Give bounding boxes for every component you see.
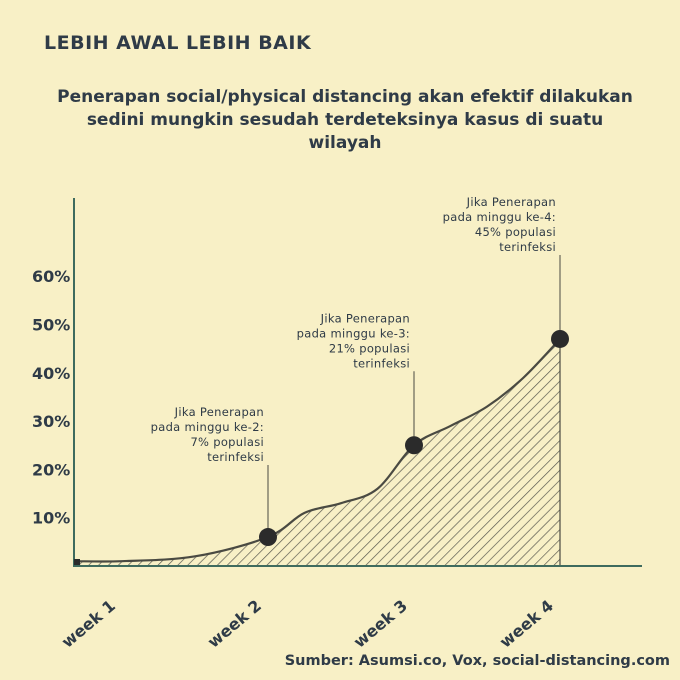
source-credit: Sumber: Asumsi.co, Vox, social-distancin… (284, 653, 670, 669)
data-point-marker (405, 436, 423, 455)
y-tick-label: 30% (32, 412, 70, 431)
annotation-text-line: pada minggu ke-3: (297, 326, 410, 340)
annotation-text-line: terinfeksi (207, 450, 264, 464)
annotation-text-line: terinfeksi (353, 356, 410, 370)
data-point-marker (551, 329, 569, 348)
y-tick-label: 60% (32, 267, 70, 286)
y-tick-label: 10% (32, 509, 70, 528)
infection-area-fill (76, 338, 560, 566)
x-tick-label: week 3 (350, 596, 411, 652)
x-tick-label: week 4 (496, 596, 557, 652)
y-tick-label: 50% (32, 316, 70, 335)
x-tick-label: week 1 (58, 596, 119, 652)
annotation-text-line: Jika Penerapan (466, 195, 556, 209)
annotation-text-line: 45% populasi (475, 225, 556, 239)
annotation-text-line: terinfeksi (499, 240, 556, 254)
subtitle: Penerapan social/physical distancing aka… (40, 86, 650, 155)
annotation-text-line: Jika Penerapan (320, 311, 410, 325)
annotation-text-line: 21% populasi (329, 341, 410, 355)
page-title: LEBIH AWAL LEBIH BAIK (44, 32, 312, 54)
annotation-text-line: 7% populasi (190, 435, 264, 449)
data-point-marker (259, 528, 277, 547)
y-tick-label: 20% (32, 460, 70, 479)
annotation-text-line: pada minggu ke-2: (151, 420, 264, 434)
x-tick-label: week 2 (204, 596, 265, 652)
subtitle-line-1: Penerapan social/physical distancing aka… (57, 87, 633, 107)
subtitle-line-2: sedini mungkin sesudah terdeteksinya kas… (86, 110, 604, 130)
y-tick-label: 40% (32, 364, 70, 383)
origin-marker (74, 559, 80, 565)
infection-curve (75, 338, 561, 563)
subtitle-line-3: wilayah (308, 133, 382, 153)
annotation-text-line: Jika Penerapan (174, 405, 264, 419)
annotation-text-line: pada minggu ke-4: (443, 210, 556, 224)
